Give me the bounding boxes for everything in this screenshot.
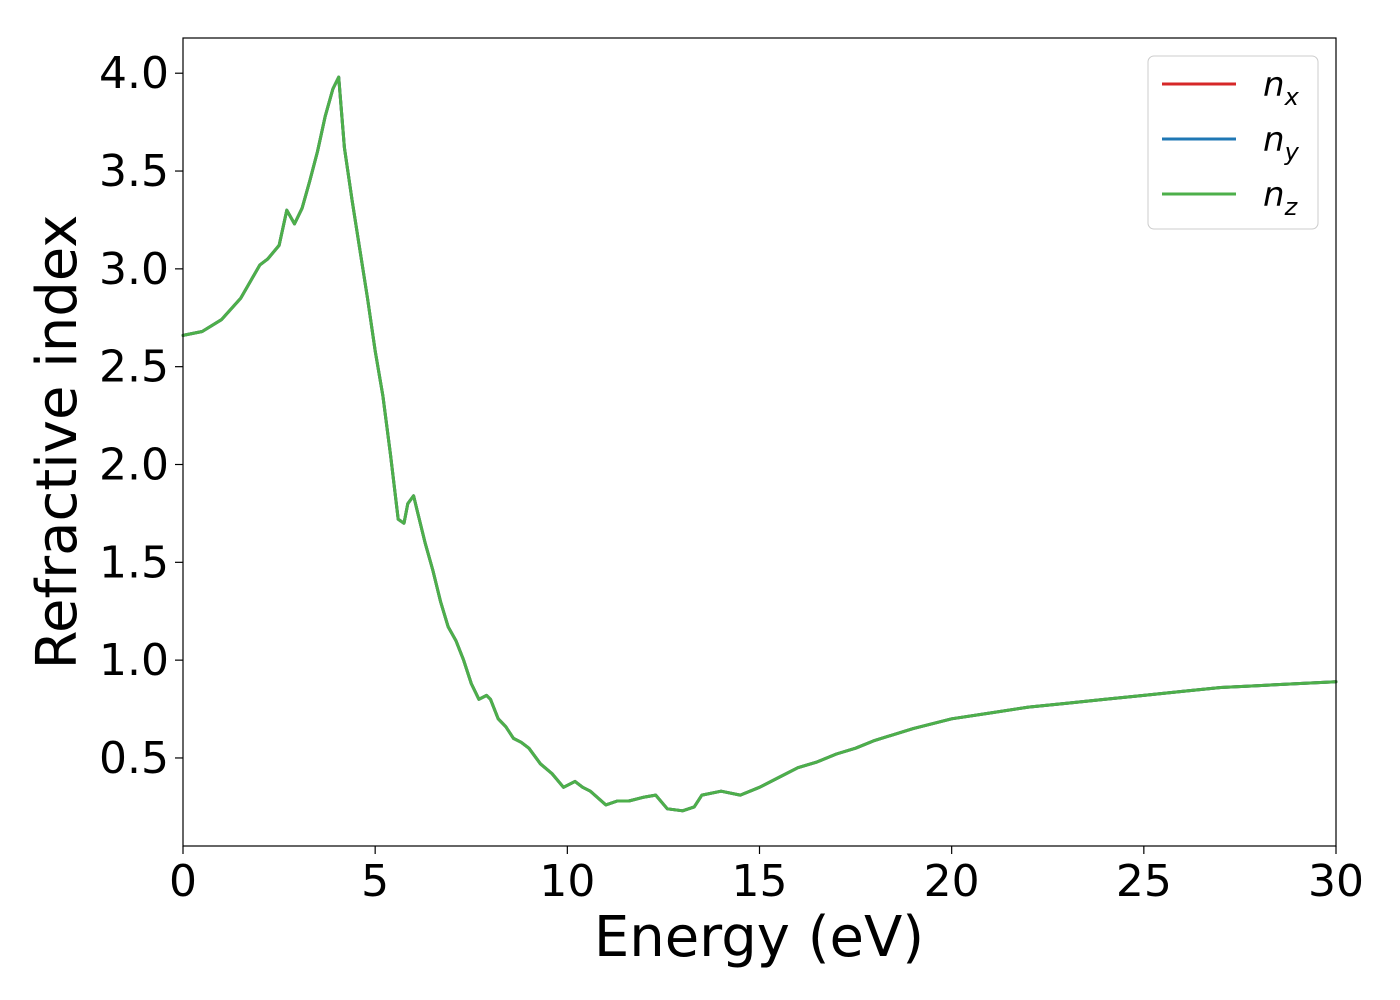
x-tick-label: 0	[169, 856, 197, 907]
legend-label-n-x: nx	[1263, 65, 1300, 111]
y-axis-ticks: 0.5 1.0 1.5 2.0 2.5 3.0 3.5 4.0	[99, 48, 183, 784]
y-tick-label: 1.5	[99, 537, 169, 588]
legend-label-n-z: nz	[1263, 175, 1299, 221]
x-tick-label: 20	[924, 856, 980, 907]
x-tick-label: 10	[539, 856, 595, 907]
y-axis-label: Refractive index	[25, 215, 90, 670]
x-tick-label: 15	[732, 856, 788, 907]
series-line-n-z	[181, 75, 1338, 813]
y-tick-label: 2.5	[99, 342, 169, 393]
y-tick-label: 3.0	[99, 244, 169, 295]
x-tick-label: 30	[1308, 856, 1364, 907]
legend-box	[1147, 55, 1319, 230]
x-axis-label: Energy (eV)	[594, 905, 924, 970]
series-layer	[181, 75, 1338, 813]
y-tick-label: 3.5	[99, 146, 169, 197]
x-tick-label: 25	[1116, 856, 1172, 907]
x-tick-label: 5	[361, 856, 389, 907]
y-tick-label: 1.0	[99, 635, 169, 686]
y-tick-label: 0.5	[99, 733, 169, 784]
y-tick-label: 2.0	[99, 439, 169, 490]
x-axis-ticks: 0 5 10 15 20 25 30	[169, 846, 1364, 907]
legend: nx ny nz	[1147, 55, 1319, 230]
legend-label-n-y: ny	[1263, 120, 1300, 166]
y-tick-label: 4.0	[99, 48, 169, 99]
